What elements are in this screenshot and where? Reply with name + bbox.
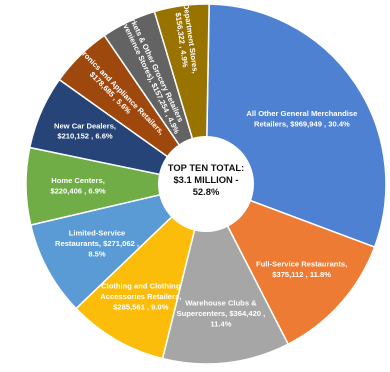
slice-label-0: All Other General Merchandise Retailers, …	[246, 109, 357, 129]
slice-label-2-line-0: Warehouse Clubs &	[185, 298, 257, 307]
slice-label-6-line-1: $210,152 , 6.6%	[57, 132, 113, 141]
slice-2	[161, 181, 290, 365]
slice-label-2-line-2: 11.4%	[210, 319, 231, 328]
slice-label-2-line-1: Supercenters, $364,420 ,	[177, 309, 266, 318]
slice-3	[74, 181, 208, 360]
slice-label-2: Warehouse Clubs & Supercenters, $364,420 …	[177, 298, 266, 328]
slice-label-4-line-1: Restaurants, $271,062 ,	[55, 239, 139, 248]
slice-label-4-line-0: Limited-Service	[69, 228, 126, 237]
center-label-line-1: TOP TEN TOTAL:	[168, 162, 244, 173]
slice-label-5-line-1: $220,406 , 6.9%	[50, 187, 106, 196]
center-label-line-2: $3.1 MILLION -	[173, 174, 238, 185]
slice-label-0-line-1: Retailers, $969,949 , 30.4%	[254, 120, 350, 129]
slice-label-1-line-1: $375,112 , 11.8%	[272, 270, 331, 279]
slice-label-4: Limited-Service Restaurants, $271,062 ,8.…	[55, 228, 139, 258]
slice-label-3-line-0: Clothing and Clothing	[101, 282, 181, 291]
slice-label-3-line-1: Accessories Retailers,	[100, 292, 181, 301]
slice-label-1-line-0: Full-Service Restaurants,	[256, 260, 347, 269]
slice-label-4-line-2: 8.5%	[88, 249, 106, 258]
slice-label-1: Full-Service Restaurants,$375,112 , 11.8…	[256, 260, 347, 280]
slice-label-0-line-0: All Other General Merchandise	[246, 109, 357, 118]
slice-label-5: Home Centers, $220,406 , 6.9%	[50, 176, 106, 196]
slice-label-3-line-2: $285,561 , 9.0%	[113, 303, 169, 312]
slice-label-6-line-0: New Car Dealers,	[54, 122, 116, 131]
donut-hole	[158, 136, 254, 232]
slice-label-5-line-0: Home Centers,	[51, 176, 105, 185]
center-label-line-3: 52.8%	[193, 186, 220, 197]
slice-1	[204, 182, 376, 346]
slice-label-6: New Car Dealers,$210,152 , 6.6%	[54, 122, 116, 141]
